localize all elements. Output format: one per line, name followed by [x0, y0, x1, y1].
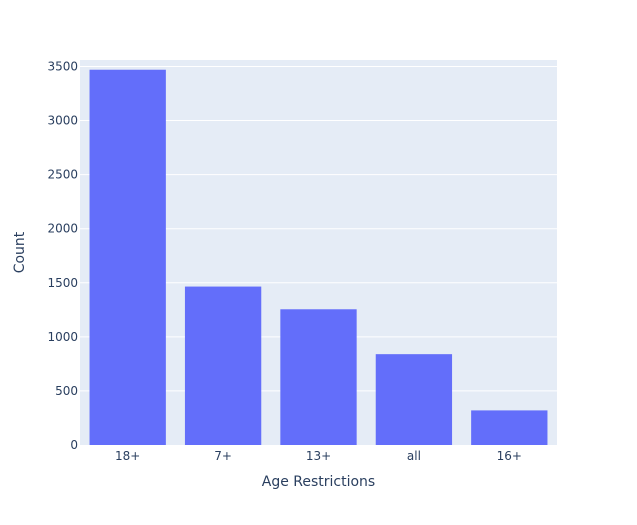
- x-tick-label: all: [407, 449, 421, 463]
- y-tick-label: 0: [70, 438, 78, 452]
- x-tick-label: 13+: [306, 449, 331, 463]
- bar-16plus[interactable]: [471, 410, 548, 445]
- x-tick-label: 7+: [214, 449, 232, 463]
- bar-all[interactable]: [375, 354, 453, 445]
- x-tick-label: 18+: [115, 449, 140, 463]
- y-tick-label: 3500: [47, 59, 78, 73]
- y-tick-label: 1000: [47, 330, 78, 344]
- y-axis-title: Count: [12, 231, 28, 273]
- y-tick-label: 2500: [47, 168, 78, 182]
- y-tick-label: 500: [55, 384, 78, 398]
- y-tick-label: 2000: [47, 222, 78, 236]
- y-axis-ticks: 0 500 1000 1500 2000 2500 3000 3500: [47, 59, 78, 452]
- y-tick-label: 1500: [47, 276, 78, 290]
- y-tick-label: 3000: [47, 114, 78, 128]
- bar-18plus[interactable]: [89, 69, 166, 445]
- bar-7plus[interactable]: [184, 286, 262, 445]
- bars: [89, 69, 548, 445]
- bar-13plus[interactable]: [280, 309, 357, 445]
- x-axis-ticks: 18+ 7+ 13+ all 16+: [115, 449, 522, 463]
- x-tick-label: 16+: [497, 449, 522, 463]
- x-axis-title: Age Restrictions: [262, 474, 375, 490]
